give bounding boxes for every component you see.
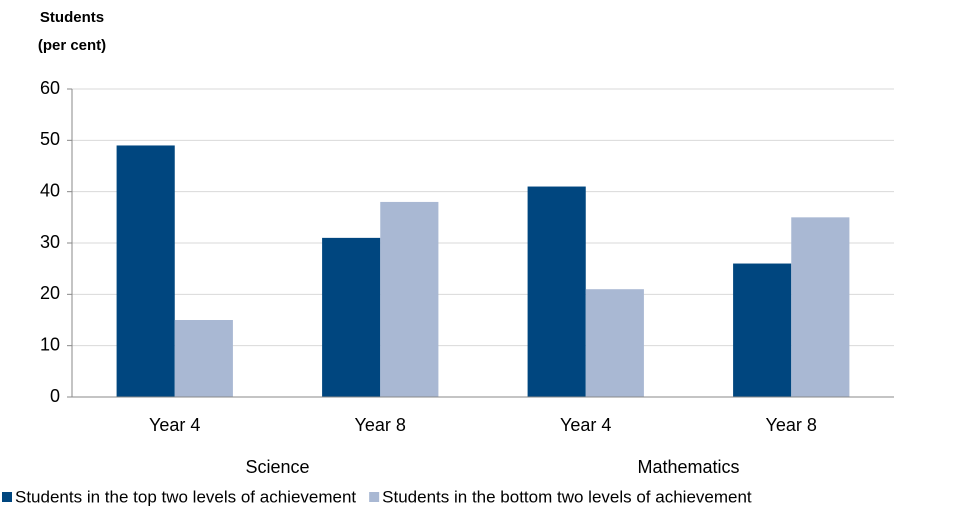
y-tick-label: 40 (40, 180, 60, 200)
legend-swatch (2, 492, 12, 502)
legend-label: Students in the top two levels of achiev… (15, 487, 356, 506)
bar (116, 145, 175, 397)
x-tick-label: Year 4 (560, 415, 611, 435)
y-tick-label: 10 (40, 334, 60, 354)
group-label: Mathematics (637, 457, 739, 477)
legend-swatch (369, 492, 380, 502)
bar (322, 237, 381, 397)
y-axis-label: Students (40, 9, 104, 26)
bar (791, 217, 850, 397)
bar (174, 320, 233, 397)
y-tick-label: 50 (40, 129, 60, 149)
x-tick-label: Year 8 (766, 415, 817, 435)
y-axis-label: (per cent) (38, 37, 106, 54)
x-tick-label: Year 8 (355, 415, 406, 435)
y-tick-label: 60 (40, 78, 60, 98)
bar (380, 201, 439, 397)
y-tick-label: 0 (50, 386, 60, 406)
x-tick-label: Year 4 (149, 415, 200, 435)
bar (527, 186, 586, 397)
y-tick-label: 30 (40, 232, 60, 252)
legend-label: Students in the bottom two levels of ach… (382, 487, 752, 506)
bar (585, 289, 644, 397)
y-tick-label: 20 (40, 283, 60, 303)
bar (733, 263, 792, 397)
group-label: Science (245, 457, 309, 477)
